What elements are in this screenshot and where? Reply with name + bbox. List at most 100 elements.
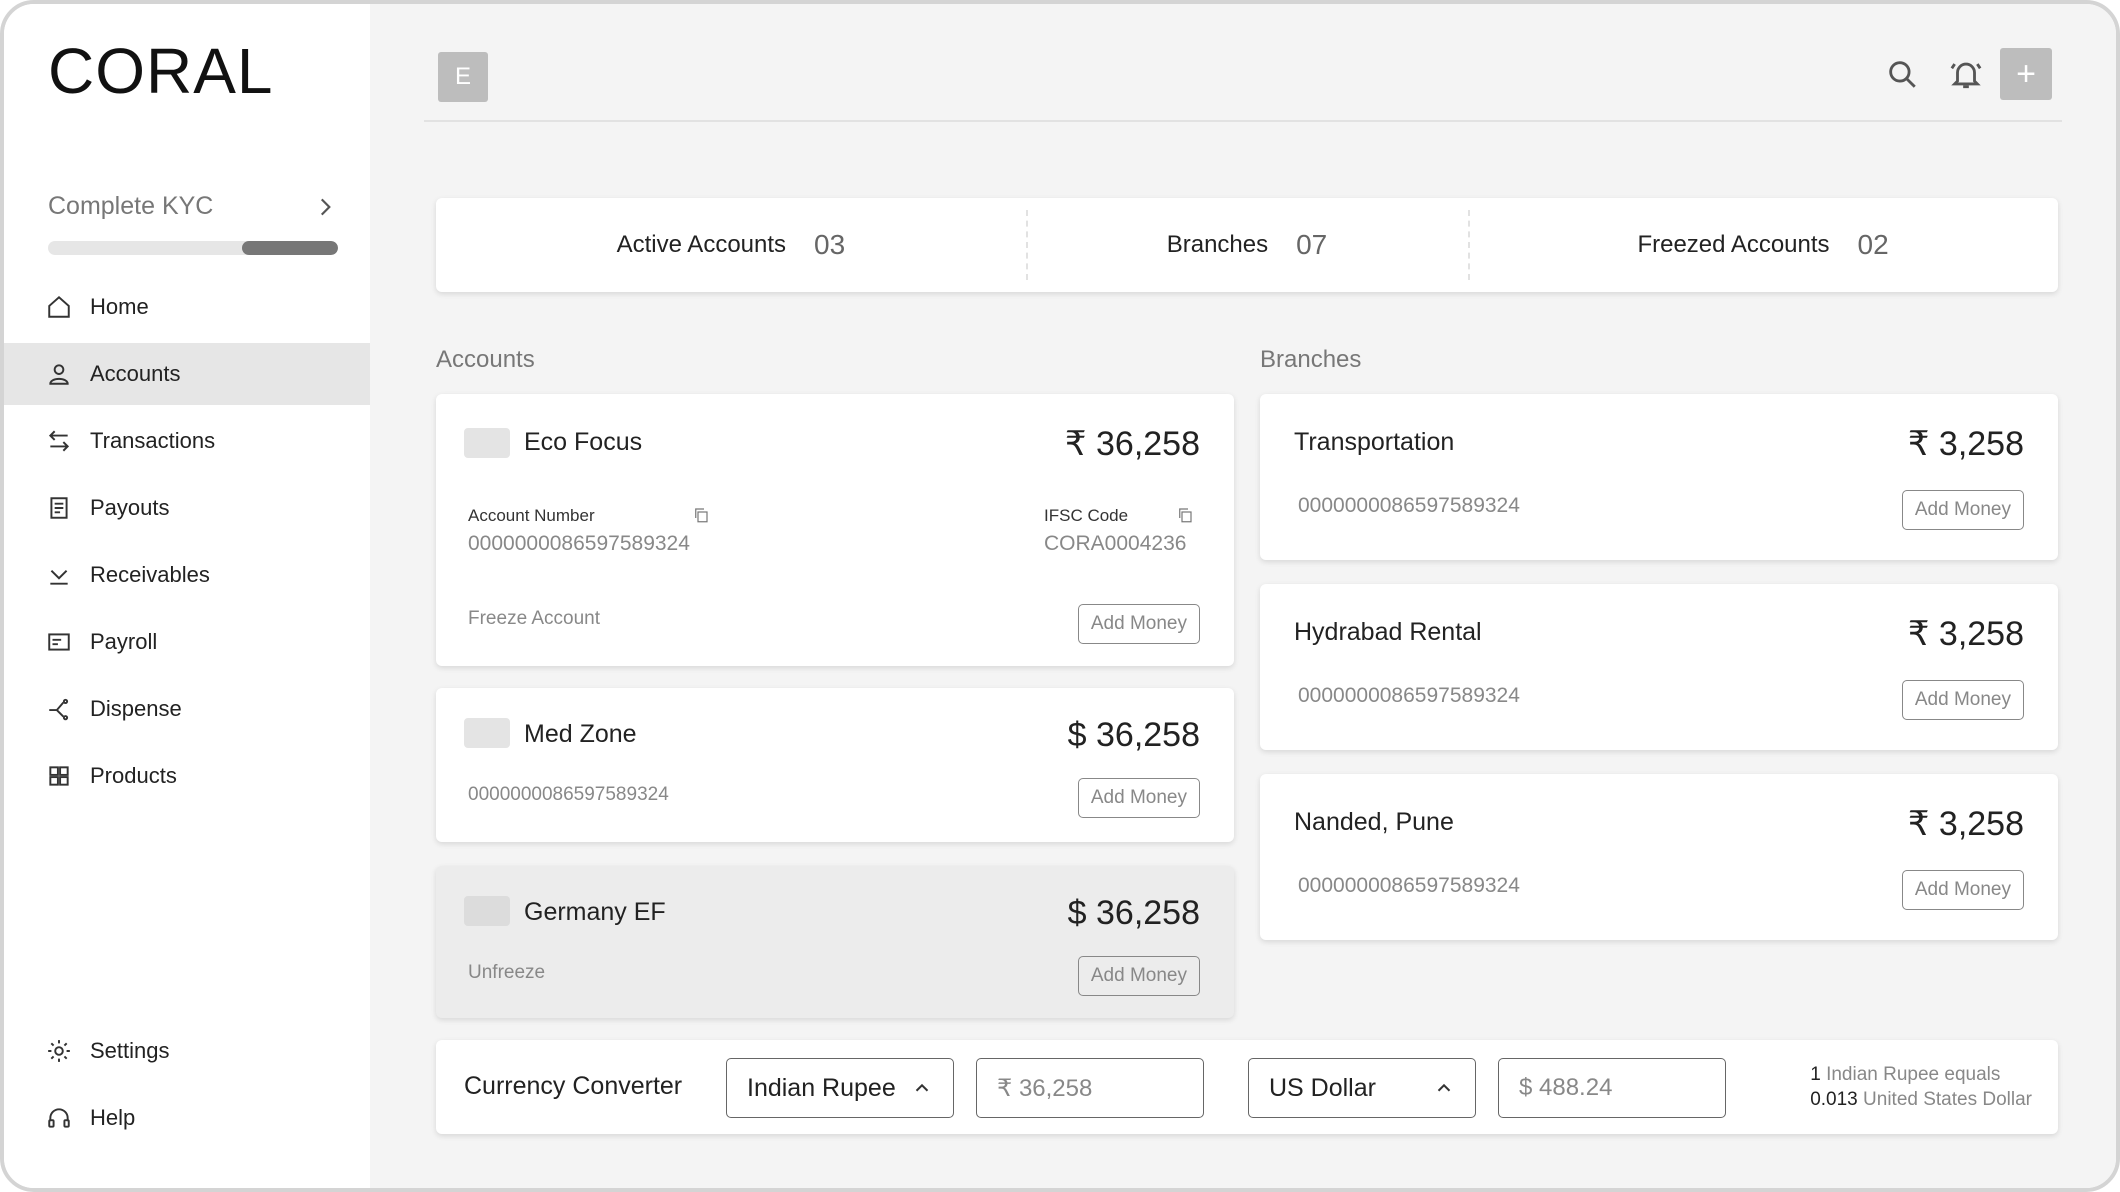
download-icon bbox=[44, 560, 74, 590]
rate-to-value: 0.013 bbox=[1810, 1089, 1858, 1110]
rate-from-value: 1 bbox=[1810, 1064, 1821, 1085]
stats-bar: Active Accounts 03 Branches 07 Freezed A… bbox=[436, 198, 2058, 292]
from-amount-input[interactable]: ₹ 36,258 bbox=[976, 1058, 1204, 1118]
add-money-button[interactable]: Add Money bbox=[1901, 680, 2024, 720]
branch-account-number: 0000000086597589324 bbox=[1298, 874, 1520, 897]
add-money-button[interactable]: Add Money bbox=[1077, 956, 1200, 996]
sidebar-item-accounts[interactable]: Accounts bbox=[4, 343, 370, 405]
branch-card-hydrabad-rental[interactable]: Hydrabad Rental ₹ 3,258 0000000086597589… bbox=[1260, 584, 2058, 750]
logo: CORAL bbox=[48, 35, 274, 107]
account-amount: $ 36,258 bbox=[1067, 716, 1200, 754]
currency-converter: Currency Converter Indian Rupee ₹ 36,258… bbox=[436, 1040, 2058, 1134]
sidebar-item-products[interactable]: Products bbox=[4, 745, 370, 807]
to-currency-select[interactable]: US Dollar bbox=[1248, 1058, 1476, 1118]
sidebar-item-dispense[interactable]: Dispense bbox=[4, 678, 370, 740]
sidebar-item-receivables[interactable]: Receivables bbox=[4, 544, 370, 606]
converter-title: Currency Converter bbox=[464, 1072, 683, 1100]
stat-label: Active Accounts bbox=[616, 231, 787, 258]
bell-icon[interactable] bbox=[1946, 54, 1986, 94]
branch-name: Transportation bbox=[1294, 428, 1455, 456]
sidebar-item-payouts[interactable]: Payouts bbox=[4, 477, 370, 539]
id-card-icon bbox=[44, 627, 74, 657]
sidebar-item-label: Home bbox=[90, 294, 149, 319]
add-money-button[interactable]: Add Money bbox=[1077, 604, 1200, 644]
add-money-button[interactable]: Add Money bbox=[1901, 490, 2024, 530]
copy-icon[interactable] bbox=[1176, 506, 1194, 524]
sidebar-item-transactions[interactable]: Transactions bbox=[4, 410, 370, 472]
add-money-button[interactable]: Add Money bbox=[1901, 870, 2024, 910]
branch-name: Nanded, Pune bbox=[1294, 808, 1454, 836]
grid-icon bbox=[44, 761, 74, 791]
stat-value: 07 bbox=[1296, 229, 1328, 260]
rate-from-text: Indian Rupee equals bbox=[1826, 1064, 2001, 1085]
main-content: E + Active Accounts 03 Branches 07 Freez… bbox=[370, 4, 2116, 1188]
sidebar-item-label: Dispense bbox=[90, 696, 182, 721]
branch-amount: ₹ 3,258 bbox=[1907, 615, 2024, 653]
complete-kyc[interactable]: Complete KYC bbox=[48, 192, 338, 255]
sidebar-item-settings[interactable]: Settings bbox=[4, 1020, 370, 1082]
sidebar-item-payroll[interactable]: Payroll bbox=[4, 611, 370, 673]
branch-amount: ₹ 3,258 bbox=[1907, 805, 2024, 843]
branch-card-nanded-pune[interactable]: Nanded, Pune ₹ 3,258 0000000086597589324… bbox=[1260, 774, 2058, 940]
unfreeze-link[interactable]: Unfreeze bbox=[468, 962, 546, 983]
to-amount-input[interactable]: $ 488.24 bbox=[1498, 1058, 1726, 1118]
freeze-account-link[interactable]: Freeze Account bbox=[468, 608, 601, 629]
stat-branches: Branches 07 bbox=[1025, 198, 1468, 292]
sidebar-item-label: Products bbox=[90, 763, 177, 788]
account-color-swatch bbox=[464, 896, 510, 926]
account-color-swatch bbox=[464, 718, 510, 748]
account-name: Germany EF bbox=[524, 898, 666, 926]
kyc-progress-fill bbox=[242, 241, 338, 255]
chevron-right-icon bbox=[320, 198, 331, 215]
sidebar-item-label: Transactions bbox=[90, 428, 216, 453]
account-card-germany-ef[interactable]: Germany EF $ 36,258 Unfreeze Add Money bbox=[436, 866, 1234, 1018]
sidebar-item-label: Payroll bbox=[90, 629, 158, 654]
stat-label: Freezed Accounts bbox=[1637, 231, 1830, 258]
ifsc-code: CORA0004236 bbox=[1044, 532, 1187, 555]
from-currency-value: Indian Rupee bbox=[747, 1073, 896, 1102]
share-branch-icon bbox=[44, 694, 74, 724]
account-card-eco-focus[interactable]: Eco Focus ₹ 36,258 Account Number 000000… bbox=[436, 394, 1234, 666]
account-amount: $ 36,258 bbox=[1067, 894, 1200, 932]
to-amount-value: $ 488.24 bbox=[1519, 1074, 1613, 1101]
top-bar: E + bbox=[424, 4, 2062, 122]
add-button[interactable]: + bbox=[2000, 48, 2052, 100]
chevron-up-icon bbox=[915, 1083, 929, 1092]
exchange-rate-text: 1 Indian Rupee equals 0.013 United State… bbox=[1810, 1062, 2032, 1112]
account-card-med-zone[interactable]: Med Zone $ 36,258 0000000086597589324 Ad… bbox=[436, 688, 1234, 842]
stat-active-accounts: Active Accounts 03 bbox=[436, 198, 1026, 292]
copy-icon[interactable] bbox=[692, 506, 710, 524]
avatar[interactable]: E bbox=[438, 52, 488, 102]
account-number-label: Account Number bbox=[468, 506, 595, 525]
add-money-button[interactable]: Add Money bbox=[1077, 778, 1200, 818]
sidebar-item-home[interactable]: Home bbox=[4, 276, 370, 338]
search-icon[interactable] bbox=[1882, 54, 1922, 94]
headset-icon bbox=[44, 1103, 74, 1133]
kyc-label: Complete KYC bbox=[48, 192, 214, 220]
sidebar-item-label: Help bbox=[90, 1105, 136, 1130]
sidebar-item-help[interactable]: Help bbox=[4, 1087, 370, 1149]
chevron-up-icon bbox=[1437, 1083, 1451, 1092]
account-name: Med Zone bbox=[524, 720, 637, 748]
from-currency-select[interactable]: Indian Rupee bbox=[726, 1058, 954, 1118]
sidebar-item-label: Payouts bbox=[90, 495, 170, 520]
account-color-swatch bbox=[464, 428, 510, 458]
to-currency-value: US Dollar bbox=[1269, 1073, 1376, 1102]
stat-value: 03 bbox=[814, 229, 846, 260]
branch-account-number: 0000000086597589324 bbox=[1298, 494, 1520, 517]
user-icon bbox=[44, 359, 74, 389]
rate-to-text: United States Dollar bbox=[1863, 1089, 2032, 1110]
account-number: 0000000086597589324 bbox=[468, 784, 669, 805]
branch-card-transportation[interactable]: Transportation ₹ 3,258 00000000865975893… bbox=[1260, 394, 2058, 560]
account-amount: ₹ 36,258 bbox=[1064, 425, 1200, 463]
branch-account-number: 0000000086597589324 bbox=[1298, 684, 1520, 707]
sidebar-item-label: Settings bbox=[90, 1038, 170, 1063]
branch-amount: ₹ 3,258 bbox=[1907, 425, 2024, 463]
sidebar-item-label: Accounts bbox=[90, 361, 181, 386]
receipt-icon bbox=[44, 493, 74, 523]
arrows-swap-icon bbox=[44, 426, 74, 456]
gear-icon bbox=[44, 1036, 74, 1066]
kyc-progress-bar bbox=[48, 241, 338, 255]
branch-name: Hydrabad Rental bbox=[1294, 618, 1482, 646]
